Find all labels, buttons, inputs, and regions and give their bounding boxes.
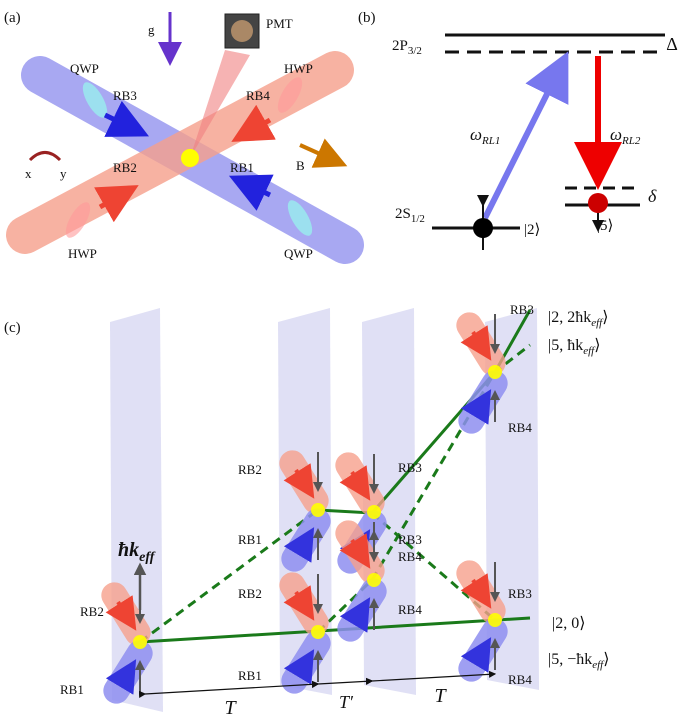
beam-label: RB1: [238, 668, 262, 683]
state-end: ⟩: [594, 337, 600, 354]
state-end: ⟩: [603, 651, 609, 668]
pmt-label: PMT: [266, 16, 293, 31]
b-label: B: [296, 158, 305, 173]
state-label: |2⟩: [524, 222, 540, 238]
beam-label: RB3: [510, 302, 534, 317]
beam-label: RB4: [508, 672, 532, 687]
state-main: |2, 2ħk: [548, 309, 591, 326]
beam-label: RB2: [238, 462, 262, 477]
figure: (a) PMT g QWP HWP RB3 RB4 RB2 RB1 x y B …: [0, 0, 684, 720]
state-main: |5, ħk: [548, 337, 583, 354]
interval-label: T: [434, 685, 447, 707]
beam-label: RB2: [113, 160, 137, 175]
level-name: 2S: [395, 206, 411, 222]
state-label: |2, 2ħkeff⟩: [548, 309, 608, 329]
beam-label: RB3: [508, 586, 532, 601]
beam-label: RB1: [238, 532, 262, 547]
level-sub: 1/2: [411, 213, 425, 225]
hwp-label: HWP: [284, 61, 313, 76]
state-label: |5⟩: [597, 218, 613, 234]
trajectory: [140, 618, 530, 642]
level-label: 2P3/2: [392, 38, 422, 57]
panel-label: (c): [4, 320, 21, 336]
detuning-label: δ: [648, 186, 657, 206]
omega-label: ωRL1: [470, 125, 500, 147]
omega-label: ωRL2: [610, 125, 641, 147]
beam-label: RB4: [398, 602, 422, 617]
beam-label: RB1: [230, 160, 254, 175]
interval-label: T′: [339, 692, 354, 712]
beam-label: RB1: [60, 682, 84, 697]
interval-label: T: [224, 697, 237, 719]
x-label: x: [25, 166, 32, 181]
state-label: |2, 0⟩: [552, 615, 585, 632]
pmt-window: [231, 20, 253, 42]
state-label: |5, −ħkeff⟩: [548, 651, 609, 671]
omega: ω: [470, 125, 482, 144]
axes-arrow: [30, 153, 60, 161]
level-label: 2S1/2: [395, 206, 425, 225]
panel-label: (a): [4, 10, 21, 26]
state-label: |5, ħkeff⟩: [548, 337, 600, 357]
level-sub: 3/2: [408, 45, 422, 57]
level-name: 2P: [392, 38, 408, 54]
beam-label: RB2: [80, 604, 104, 619]
momentum-main: ħk: [118, 539, 139, 561]
page: {"panel_a": {"label": "(a)", "g": "g", "…: [0, 0, 684, 720]
beam-label: RB3: [113, 88, 137, 103]
beam-label: RB4: [508, 420, 532, 435]
detuning-label: Δ: [666, 34, 678, 54]
state-main: |5, −ħk: [548, 651, 592, 668]
state-end: ⟩: [602, 309, 608, 326]
atom: [473, 218, 493, 238]
beam-label: RB4: [246, 88, 270, 103]
atom: [588, 193, 608, 213]
omega-sub: RL1: [481, 135, 500, 147]
beam-label: RB4: [398, 549, 422, 564]
qwp-label: QWP: [70, 61, 99, 76]
g-label: g: [148, 22, 155, 37]
panel-label: (b): [358, 10, 376, 26]
b-field-arrow: [300, 145, 340, 163]
atom-cloud: [181, 149, 199, 167]
momentum-sub: eff: [139, 550, 156, 565]
y-label: y: [60, 166, 67, 181]
omega: ω: [610, 125, 622, 144]
beam-label: RB3: [398, 532, 422, 547]
omega-sub: RL2: [621, 135, 641, 147]
hwp-label: HWP: [68, 246, 97, 261]
beam-label: RB2: [238, 586, 262, 601]
qwp-label: QWP: [284, 246, 313, 261]
beam-label: RB3: [398, 460, 422, 475]
